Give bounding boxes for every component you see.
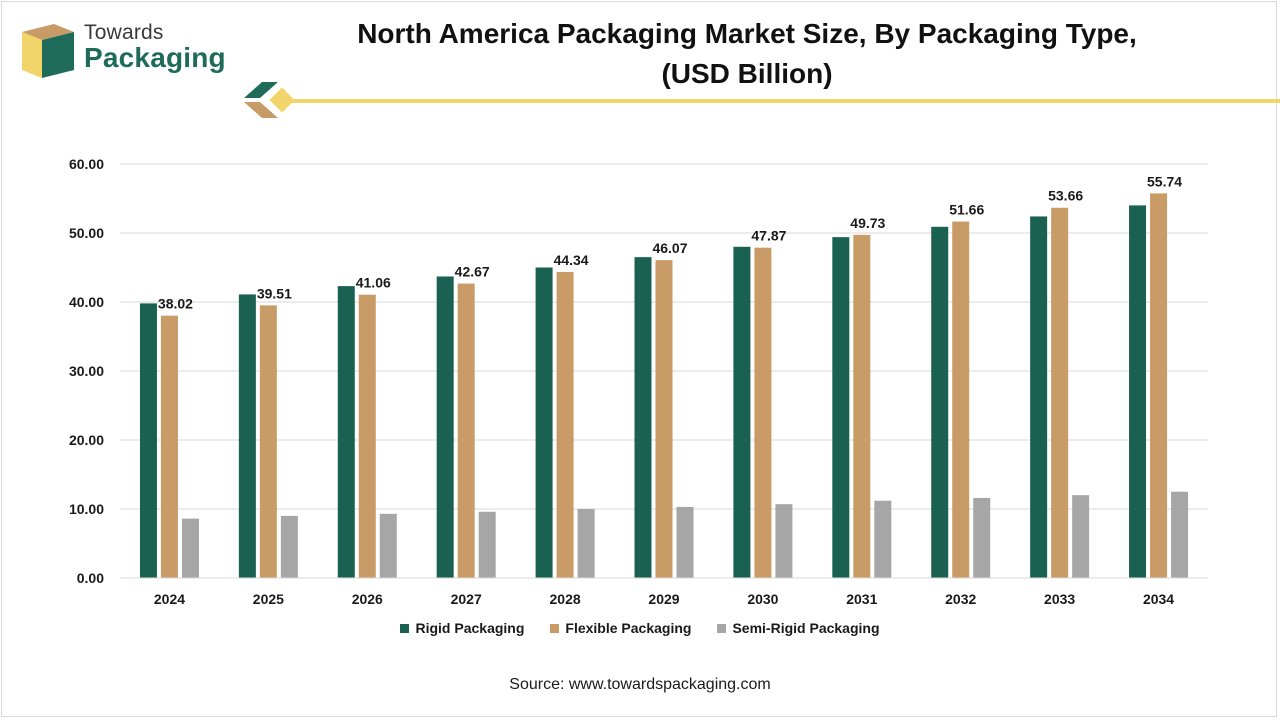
x-tick-label: 2029 [648, 591, 679, 607]
bar-semirigid [280, 515, 298, 578]
bar-semirigid [775, 504, 793, 578]
data-label: 55.74 [1147, 173, 1182, 189]
x-tick-label: 2034 [1143, 591, 1174, 607]
legend-label-rigid: Rigid Packaging [415, 620, 525, 636]
y-tick-label: 60.00 [69, 156, 104, 172]
data-label: 49.73 [850, 215, 885, 231]
data-label: 51.66 [949, 202, 984, 218]
bar-chart: 0.00 10.00 20.00 30.00 40.00 50.00 60.00 38.02 2… [69, 156, 1208, 607]
bar-rigid [535, 267, 553, 578]
x-tick-label: 2026 [352, 591, 383, 607]
brand-name-line1: Towards [84, 21, 164, 44]
bar-semirigid [181, 518, 199, 578]
bar-rigid [1129, 205, 1147, 578]
y-tick-label: 30.00 [69, 363, 104, 379]
x-tick-label: 2031 [846, 591, 877, 607]
y-tick-label: 20.00 [69, 432, 104, 448]
bar-flexible [259, 305, 277, 578]
chart-legend: Rigid Packaging Flexible Packaging Semi-… [0, 620, 1280, 636]
legend-item-rigid: Rigid Packaging [400, 620, 524, 636]
y-tick-label: 40.00 [69, 294, 104, 310]
x-tick-label: 2024 [154, 591, 185, 607]
bar-flexible [160, 315, 178, 578]
legend-swatch-semirigid [717, 623, 727, 633]
legend-item-flexible: Flexible Packaging [550, 620, 691, 636]
x-tick-label: 2025 [253, 591, 284, 607]
bar-flexible [952, 221, 970, 578]
bar-rigid [634, 257, 652, 578]
bar-semirigid [676, 506, 694, 578]
x-tick-label: 2028 [550, 591, 581, 607]
bar-rigid [337, 286, 355, 578]
data-label: 38.02 [158, 296, 193, 312]
bar-flexible [1051, 207, 1069, 578]
legend-item-semirigid: Semi-Rigid Packaging [717, 620, 880, 636]
data-label: 39.51 [257, 285, 292, 301]
bar-rigid [832, 237, 850, 578]
data-label: 44.34 [554, 252, 589, 268]
divider-diamond-tan-icon [244, 102, 278, 118]
bar-flexible [1150, 193, 1168, 579]
x-tick-label: 2033 [1044, 591, 1075, 607]
data-label: 53.66 [1048, 188, 1083, 204]
y-tick-label: 50.00 [69, 225, 104, 241]
bar-flexible [853, 234, 871, 578]
legend-label-flexible: Flexible Packaging [565, 620, 692, 636]
bar-rigid [139, 303, 157, 578]
bar-flexible [556, 272, 574, 578]
bar-rigid [436, 276, 454, 578]
bar-semirigid [1171, 491, 1189, 578]
y-tick-label: 10.00 [69, 501, 104, 517]
data-label: 46.07 [652, 240, 687, 256]
cube-logo-icon [22, 24, 74, 78]
x-tick-label: 2027 [451, 591, 482, 607]
data-label: 47.87 [751, 228, 786, 244]
bar-rigid [1030, 216, 1048, 578]
bar-flexible [754, 247, 772, 578]
title-divider [244, 82, 1280, 118]
x-tick-label: 2032 [945, 591, 976, 607]
chart-title: North America Packaging Market Size, By … [290, 14, 1204, 94]
legend-label-semirigid: Semi-Rigid Packaging [732, 620, 880, 636]
brand-logo: Towards Packaging [18, 20, 238, 84]
bar-semirigid [1072, 495, 1090, 578]
divider-line [290, 99, 1280, 103]
bar-semirigid [577, 509, 595, 578]
bar-semirigid [874, 500, 892, 578]
bar-rigid [733, 246, 751, 579]
bar-semirigid [379, 513, 397, 578]
chart-title-line2: (USD Billion) [661, 58, 833, 89]
data-label: 41.06 [356, 275, 391, 291]
bar-semirigid [973, 497, 991, 578]
brand-name-line2: Packaging [84, 42, 226, 73]
x-tick-label: 2030 [747, 591, 778, 607]
bar-rigid [931, 226, 949, 579]
divider-diamond-green-icon [244, 82, 278, 98]
source-note: Source: www.towardspackaging.com [509, 676, 771, 693]
data-label: 42.67 [455, 264, 490, 280]
bar-flexible [655, 260, 673, 578]
bar-semirigid [478, 511, 496, 578]
legend-swatch-rigid [400, 623, 410, 633]
y-tick-label: 0.00 [77, 570, 104, 586]
bar-flexible [457, 283, 475, 578]
bar-flexible [358, 294, 376, 578]
legend-swatch-flexible [550, 623, 560, 633]
bar-rigid [238, 294, 256, 578]
chart-title-line1: North America Packaging Market Size, By … [357, 18, 1137, 49]
divider-diamond-yellow-icon [266, 84, 298, 116]
